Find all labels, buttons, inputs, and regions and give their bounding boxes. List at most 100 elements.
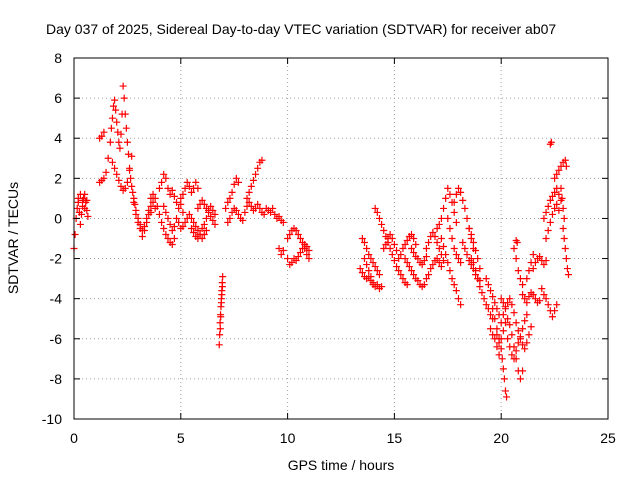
data-point xyxy=(279,247,287,255)
data-point xyxy=(130,198,138,206)
grid xyxy=(74,58,608,419)
data-point xyxy=(527,259,535,267)
data-point xyxy=(551,174,559,182)
data-point xyxy=(542,208,550,216)
data-point xyxy=(373,267,381,275)
data-point xyxy=(108,114,116,122)
data-point xyxy=(81,204,89,212)
data-point xyxy=(299,239,307,247)
data-point xyxy=(440,204,448,212)
data-point xyxy=(501,319,509,327)
data-point xyxy=(429,228,437,236)
data-point xyxy=(433,255,441,263)
data-point xyxy=(546,196,554,204)
data-point xyxy=(179,190,187,198)
data-point xyxy=(429,261,437,269)
data-point xyxy=(202,204,210,212)
data-point xyxy=(209,206,217,214)
data-point xyxy=(497,295,505,303)
data-point xyxy=(512,347,520,355)
data-point xyxy=(181,218,189,226)
data-point xyxy=(258,156,266,164)
data-point xyxy=(358,269,366,277)
data-point xyxy=(375,214,383,222)
data-point xyxy=(224,218,232,226)
data-point xyxy=(446,224,454,232)
data-point xyxy=(548,313,556,321)
data-point xyxy=(153,202,161,210)
data-point xyxy=(407,230,415,238)
data-point xyxy=(393,263,401,271)
data-point xyxy=(279,218,287,226)
data-point xyxy=(461,245,469,253)
data-point xyxy=(149,198,157,206)
data-point xyxy=(476,265,484,273)
data-point xyxy=(523,299,531,307)
data-point xyxy=(562,162,570,170)
x-tick-label: 0 xyxy=(70,430,78,446)
data-point xyxy=(218,283,226,291)
data-point xyxy=(222,204,230,212)
chart-title: Day 037 of 2025, Sidereal Day-to-day VTE… xyxy=(46,21,556,37)
data-point xyxy=(226,214,234,222)
data-point xyxy=(399,245,407,253)
data-point xyxy=(296,235,304,242)
data-point xyxy=(164,214,172,222)
data-point xyxy=(252,170,260,178)
data-point xyxy=(540,291,548,299)
data-point xyxy=(187,224,195,232)
data-point xyxy=(127,174,135,182)
data-point xyxy=(155,210,163,218)
data-point xyxy=(140,226,148,234)
axis-ticks xyxy=(73,57,609,420)
data-point xyxy=(563,265,571,273)
data-point xyxy=(484,281,492,289)
data-point xyxy=(506,295,514,303)
data-point xyxy=(136,224,144,232)
data-point xyxy=(386,230,394,238)
data-point xyxy=(138,232,146,240)
data-point xyxy=(211,210,219,218)
data-point xyxy=(403,259,411,267)
data-point xyxy=(553,301,561,309)
data-point xyxy=(215,341,223,349)
data-point xyxy=(187,214,195,222)
data-point xyxy=(405,263,413,271)
data-point xyxy=(491,335,499,343)
data-point xyxy=(508,301,516,309)
data-point xyxy=(164,184,172,192)
data-point xyxy=(228,188,236,196)
data-point xyxy=(499,327,507,335)
data-point xyxy=(558,194,566,202)
data-point xyxy=(472,247,480,255)
data-point xyxy=(226,194,234,202)
data-point xyxy=(403,237,411,245)
data-point xyxy=(540,261,548,269)
data-point xyxy=(427,265,435,273)
x-tick-label: 25 xyxy=(600,430,616,446)
y-tick-label: -4 xyxy=(50,291,63,307)
data-point xyxy=(269,204,277,212)
data-point xyxy=(450,198,458,206)
data-point xyxy=(551,307,559,315)
data-point xyxy=(467,255,475,263)
data-point xyxy=(160,202,168,210)
data-point xyxy=(241,208,249,216)
y-tick-label: -6 xyxy=(50,331,63,347)
data-point xyxy=(106,138,114,146)
data-point xyxy=(192,222,200,230)
data-point xyxy=(254,200,262,208)
x-tick-labels: 0 5 10 15 20 25 xyxy=(70,430,616,446)
data-point xyxy=(121,184,129,192)
data-point xyxy=(369,259,377,267)
data-point xyxy=(431,232,439,240)
data-point xyxy=(401,255,409,263)
data-point xyxy=(551,204,559,212)
data-point xyxy=(132,210,140,218)
data-point xyxy=(205,208,213,216)
data-point xyxy=(200,200,208,208)
data-point xyxy=(390,241,398,249)
data-point xyxy=(422,245,430,253)
data-point xyxy=(380,226,388,234)
data-point xyxy=(521,317,529,325)
